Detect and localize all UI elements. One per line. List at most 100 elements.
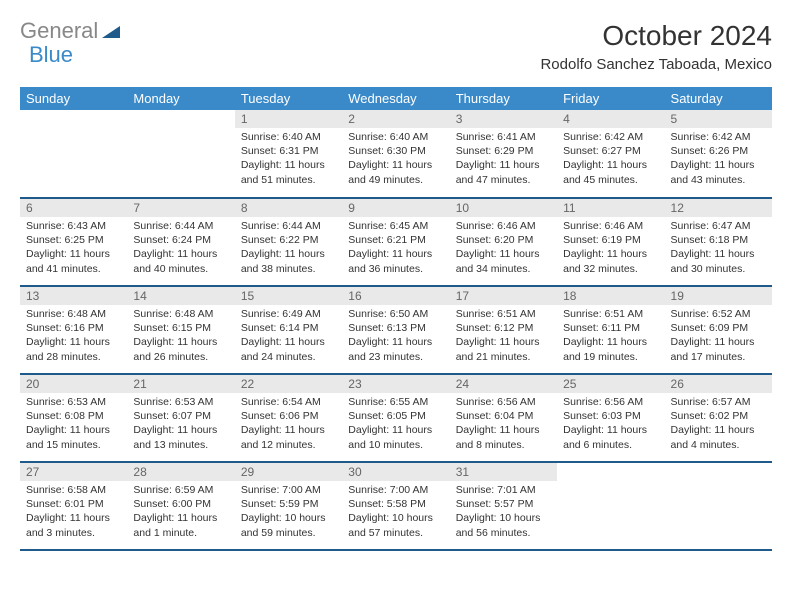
- day-details: Sunrise: 6:50 AMSunset: 6:13 PMDaylight:…: [342, 305, 449, 368]
- daylight-text: Daylight: 11 hours and 1 minute.: [133, 511, 228, 539]
- day-details: Sunrise: 6:44 AMSunset: 6:24 PMDaylight:…: [127, 217, 234, 280]
- daylight-text: Daylight: 11 hours and 43 minutes.: [671, 158, 766, 186]
- calendar-cell: 27Sunrise: 6:58 AMSunset: 6:01 PMDayligh…: [20, 462, 127, 550]
- day-details: Sunrise: 6:46 AMSunset: 6:20 PMDaylight:…: [450, 217, 557, 280]
- day-number: 11: [557, 199, 664, 217]
- day-details: Sunrise: 6:40 AMSunset: 6:31 PMDaylight:…: [235, 128, 342, 191]
- day-number: 22: [235, 375, 342, 393]
- calendar-cell: 17Sunrise: 6:51 AMSunset: 6:12 PMDayligh…: [450, 286, 557, 374]
- calendar-cell: 4Sunrise: 6:42 AMSunset: 6:27 PMDaylight…: [557, 110, 664, 198]
- sunrise-text: Sunrise: 6:46 AM: [563, 219, 658, 233]
- calendar-cell: 31Sunrise: 7:01 AMSunset: 5:57 PMDayligh…: [450, 462, 557, 550]
- day-details: Sunrise: 7:00 AMSunset: 5:59 PMDaylight:…: [235, 481, 342, 544]
- daylight-text: Daylight: 11 hours and 51 minutes.: [241, 158, 336, 186]
- day-details: Sunrise: 6:49 AMSunset: 6:14 PMDaylight:…: [235, 305, 342, 368]
- calendar-cell: 12Sunrise: 6:47 AMSunset: 6:18 PMDayligh…: [665, 198, 772, 286]
- day-number: 10: [450, 199, 557, 217]
- daylight-text: Daylight: 11 hours and 26 minutes.: [133, 335, 228, 363]
- calendar-week-row: 6Sunrise: 6:43 AMSunset: 6:25 PMDaylight…: [20, 198, 772, 286]
- day-header: Friday: [557, 87, 664, 110]
- sunset-text: Sunset: 6:06 PM: [241, 409, 336, 423]
- day-details: Sunrise: 6:51 AMSunset: 6:11 PMDaylight:…: [557, 305, 664, 368]
- daylight-text: Daylight: 11 hours and 47 minutes.: [456, 158, 551, 186]
- calendar-week-row: 27Sunrise: 6:58 AMSunset: 6:01 PMDayligh…: [20, 462, 772, 550]
- day-details: Sunrise: 6:53 AMSunset: 6:07 PMDaylight:…: [127, 393, 234, 456]
- daylight-text: Daylight: 11 hours and 15 minutes.: [26, 423, 121, 451]
- day-header: Wednesday: [342, 87, 449, 110]
- daylight-text: Daylight: 11 hours and 4 minutes.: [671, 423, 766, 451]
- day-header: Tuesday: [235, 87, 342, 110]
- calendar-cell: 29Sunrise: 7:00 AMSunset: 5:59 PMDayligh…: [235, 462, 342, 550]
- sunrise-text: Sunrise: 6:43 AM: [26, 219, 121, 233]
- calendar-cell: 3Sunrise: 6:41 AMSunset: 6:29 PMDaylight…: [450, 110, 557, 198]
- day-details: Sunrise: 7:00 AMSunset: 5:58 PMDaylight:…: [342, 481, 449, 544]
- brand-logo: General: [20, 20, 120, 42]
- day-details: Sunrise: 6:41 AMSunset: 6:29 PMDaylight:…: [450, 128, 557, 191]
- sunrise-text: Sunrise: 6:52 AM: [671, 307, 766, 321]
- day-number: 26: [665, 375, 772, 393]
- sunset-text: Sunset: 6:29 PM: [456, 144, 551, 158]
- daylight-text: Daylight: 10 hours and 59 minutes.: [241, 511, 336, 539]
- sunset-text: Sunset: 6:15 PM: [133, 321, 228, 335]
- sunrise-text: Sunrise: 6:54 AM: [241, 395, 336, 409]
- brand-word1: General: [20, 20, 98, 42]
- daylight-text: Daylight: 11 hours and 32 minutes.: [563, 247, 658, 275]
- sunset-text: Sunset: 6:13 PM: [348, 321, 443, 335]
- calendar-cell: 23Sunrise: 6:55 AMSunset: 6:05 PMDayligh…: [342, 374, 449, 462]
- daylight-text: Daylight: 11 hours and 10 minutes.: [348, 423, 443, 451]
- sunrise-text: Sunrise: 6:53 AM: [26, 395, 121, 409]
- calendar-cell: 22Sunrise: 6:54 AMSunset: 6:06 PMDayligh…: [235, 374, 342, 462]
- sunset-text: Sunset: 6:21 PM: [348, 233, 443, 247]
- calendar-cell: 20Sunrise: 6:53 AMSunset: 6:08 PMDayligh…: [20, 374, 127, 462]
- day-details: Sunrise: 6:46 AMSunset: 6:19 PMDaylight:…: [557, 217, 664, 280]
- day-details: Sunrise: 6:53 AMSunset: 6:08 PMDaylight:…: [20, 393, 127, 456]
- day-details: Sunrise: 6:48 AMSunset: 6:15 PMDaylight:…: [127, 305, 234, 368]
- day-number: 16: [342, 287, 449, 305]
- day-number: 9: [342, 199, 449, 217]
- location: Rodolfo Sanchez Taboada, Mexico: [540, 56, 772, 73]
- sunrise-text: Sunrise: 7:01 AM: [456, 483, 551, 497]
- day-number: 29: [235, 463, 342, 481]
- daylight-text: Daylight: 11 hours and 34 minutes.: [456, 247, 551, 275]
- sunrise-text: Sunrise: 7:00 AM: [241, 483, 336, 497]
- daylight-text: Daylight: 11 hours and 19 minutes.: [563, 335, 658, 363]
- sunrise-text: Sunrise: 6:51 AM: [456, 307, 551, 321]
- header: General October 2024 Rodolfo Sanchez Tab…: [20, 20, 772, 73]
- sunset-text: Sunset: 6:11 PM: [563, 321, 658, 335]
- sunrise-text: Sunrise: 6:42 AM: [671, 130, 766, 144]
- day-details: Sunrise: 6:55 AMSunset: 6:05 PMDaylight:…: [342, 393, 449, 456]
- calendar-cell: 2Sunrise: 6:40 AMSunset: 6:30 PMDaylight…: [342, 110, 449, 198]
- calendar-cell: .: [557, 462, 664, 550]
- day-number: 25: [557, 375, 664, 393]
- day-number: 12: [665, 199, 772, 217]
- sunrise-text: Sunrise: 6:48 AM: [26, 307, 121, 321]
- sunset-text: Sunset: 6:24 PM: [133, 233, 228, 247]
- sunset-text: Sunset: 6:08 PM: [26, 409, 121, 423]
- sunset-text: Sunset: 6:30 PM: [348, 144, 443, 158]
- day-details: Sunrise: 6:42 AMSunset: 6:26 PMDaylight:…: [665, 128, 772, 191]
- sunrise-text: Sunrise: 6:44 AM: [133, 219, 228, 233]
- day-number: 23: [342, 375, 449, 393]
- day-details: Sunrise: 6:58 AMSunset: 6:01 PMDaylight:…: [20, 481, 127, 544]
- calendar-cell: 14Sunrise: 6:48 AMSunset: 6:15 PMDayligh…: [127, 286, 234, 374]
- title-block: October 2024 Rodolfo Sanchez Taboada, Me…: [540, 20, 772, 73]
- calendar-cell: 28Sunrise: 6:59 AMSunset: 6:00 PMDayligh…: [127, 462, 234, 550]
- daylight-text: Daylight: 11 hours and 28 minutes.: [26, 335, 121, 363]
- calendar-cell: 25Sunrise: 6:56 AMSunset: 6:03 PMDayligh…: [557, 374, 664, 462]
- sunset-text: Sunset: 6:19 PM: [563, 233, 658, 247]
- day-details: Sunrise: 6:45 AMSunset: 6:21 PMDaylight:…: [342, 217, 449, 280]
- day-details: Sunrise: 6:59 AMSunset: 6:00 PMDaylight:…: [127, 481, 234, 544]
- sunset-text: Sunset: 6:31 PM: [241, 144, 336, 158]
- day-details: Sunrise: 6:47 AMSunset: 6:18 PMDaylight:…: [665, 217, 772, 280]
- calendar-cell: 10Sunrise: 6:46 AMSunset: 6:20 PMDayligh…: [450, 198, 557, 286]
- sunrise-text: Sunrise: 6:41 AM: [456, 130, 551, 144]
- daylight-text: Daylight: 11 hours and 8 minutes.: [456, 423, 551, 451]
- sunrise-text: Sunrise: 6:57 AM: [671, 395, 766, 409]
- day-number: 14: [127, 287, 234, 305]
- day-number: 1: [235, 110, 342, 128]
- day-details: Sunrise: 6:51 AMSunset: 6:12 PMDaylight:…: [450, 305, 557, 368]
- sunrise-text: Sunrise: 6:53 AM: [133, 395, 228, 409]
- calendar-cell: 26Sunrise: 6:57 AMSunset: 6:02 PMDayligh…: [665, 374, 772, 462]
- calendar-cell: 19Sunrise: 6:52 AMSunset: 6:09 PMDayligh…: [665, 286, 772, 374]
- sunset-text: Sunset: 6:04 PM: [456, 409, 551, 423]
